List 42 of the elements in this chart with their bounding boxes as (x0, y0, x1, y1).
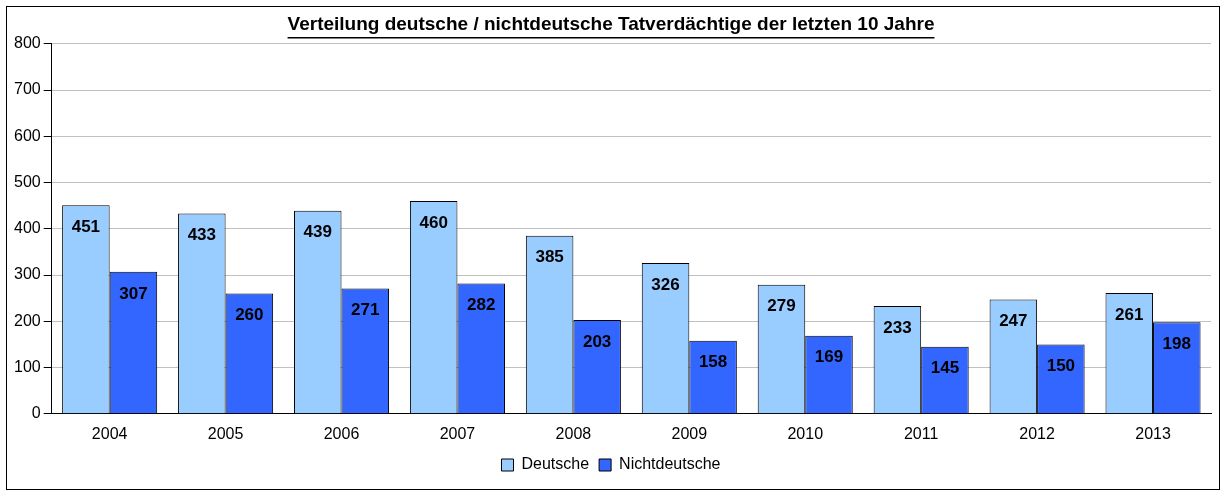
y-tick-label: 100 (13, 357, 41, 375)
data-label: 150 (1046, 356, 1076, 376)
x-tick-label: 2004 (91, 424, 128, 442)
data-label: 203 (582, 331, 612, 351)
data-label: 433 (187, 225, 217, 245)
data-label: 169 (814, 347, 844, 367)
data-label: 233 (883, 317, 912, 337)
x-tick-label: 2013 (1135, 424, 1171, 442)
legend-label: Deutsche (521, 455, 590, 473)
x-tick-label: 2012 (1019, 424, 1055, 442)
y-tick-label: 400 (13, 219, 41, 237)
x-tick-label: 2011 (903, 424, 939, 442)
y-tick-label: 0 (31, 404, 41, 422)
x-tick-label: 2009 (671, 424, 708, 442)
data-label: 271 (351, 300, 380, 320)
y-tick-label: 600 (13, 126, 41, 144)
y-tick-label: 700 (13, 80, 41, 98)
data-label: 158 (698, 352, 728, 372)
x-tick-label: 2010 (787, 424, 824, 442)
data-label: 439 (303, 222, 332, 242)
x-tick-label: 2006 (323, 424, 360, 442)
x-tick-label: 2007 (439, 424, 476, 442)
legend-label: Nichtdeutsche (619, 455, 721, 473)
data-label: 198 (1162, 333, 1191, 353)
y-tick-label: 300 (13, 265, 41, 283)
data-label: 260 (235, 305, 264, 325)
chart-title: Verteilung deutsche / nichtdeutsche Tatverdächtige der letzten 10 Jahre (287, 12, 935, 34)
y-tick-label: 500 (13, 172, 41, 190)
x-tick-label: 2008 (555, 424, 592, 442)
data-label: 282 (467, 295, 496, 315)
data-label: 307 (119, 283, 148, 303)
y-tick-label: 200 (13, 311, 41, 329)
data-label: 385 (535, 247, 564, 267)
x-tick-label: 2005 (207, 424, 244, 442)
data-label: 247 (999, 311, 1028, 331)
data-label: 261 (1115, 304, 1144, 324)
data-label: 451 (71, 216, 101, 236)
data-label: 145 (930, 358, 960, 378)
data-label: 279 (767, 296, 796, 316)
data-label: 460 (419, 212, 448, 232)
y-tick-label: 800 (13, 34, 41, 52)
data-label: 326 (651, 274, 680, 294)
